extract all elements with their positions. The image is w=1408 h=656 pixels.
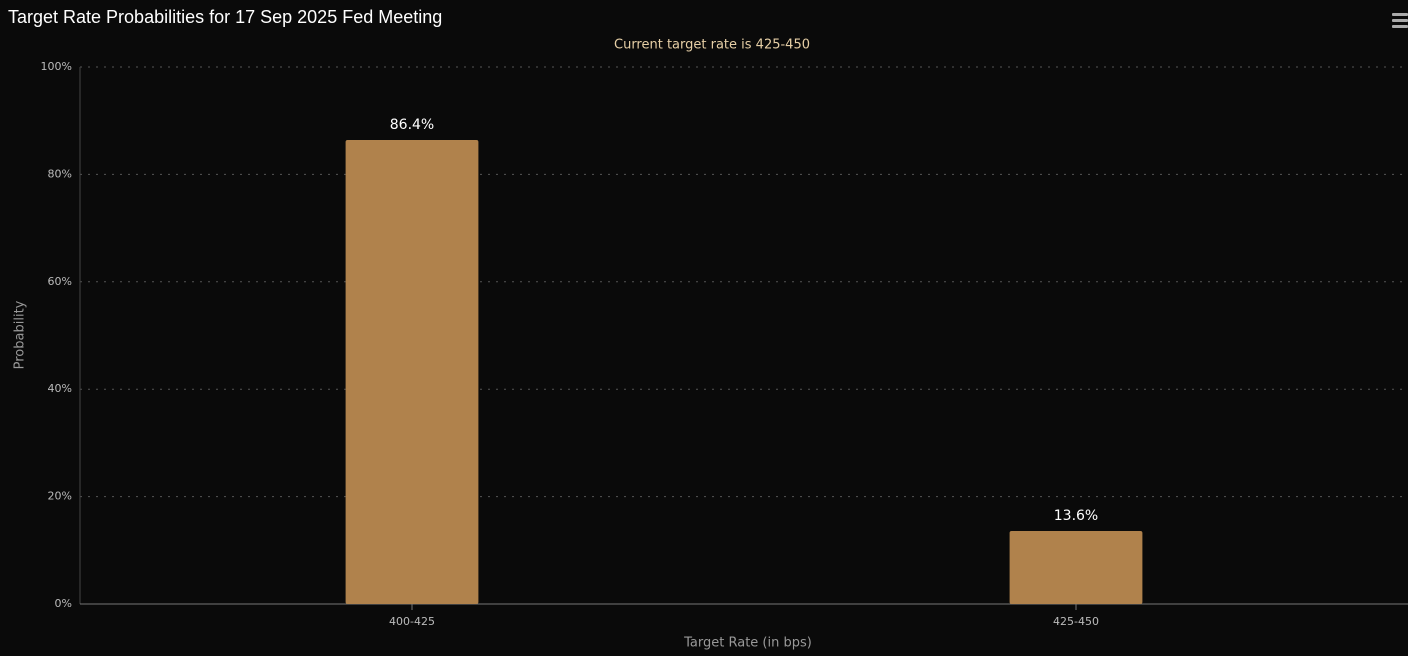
y-tick-label: 60%	[48, 275, 72, 288]
data-label: 13.6%	[1054, 508, 1098, 524]
chart-subtitle: Current target rate is 425-450	[614, 38, 810, 53]
data-label: 86.4%	[390, 117, 434, 133]
x-tick-label: 425-450	[1053, 615, 1099, 628]
y-tick-label: 20%	[48, 490, 72, 503]
chart-title: Target Rate Probabilities for 17 Sep 202…	[8, 7, 442, 27]
y-tick-label: 0%	[55, 597, 72, 610]
bar	[345, 140, 479, 605]
bar	[1009, 530, 1143, 604]
y-tick-label: 80%	[48, 167, 72, 180]
y-tick-label: 100%	[41, 60, 72, 73]
y-tick-label: 40%	[48, 382, 72, 395]
y-axis-label: Probability	[13, 300, 28, 369]
x-axis-label: Target Rate (in bps)	[683, 636, 812, 651]
menu-icon[interactable]	[1392, 13, 1408, 28]
x-tick-label: 400-425	[389, 615, 435, 628]
